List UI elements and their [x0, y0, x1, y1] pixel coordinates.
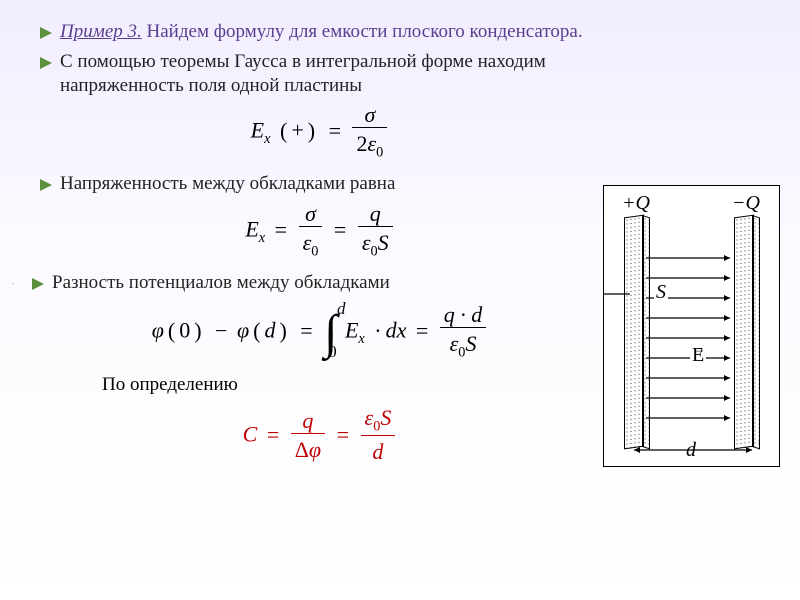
- label-field: →E: [690, 344, 706, 367]
- example-title: Пример 3.: [60, 21, 142, 42]
- bullet-1: Пример 3. Найдем формулу для емкости пло…: [40, 20, 600, 44]
- definition-text: По определению: [102, 374, 600, 396]
- tiny-dash: -: [12, 281, 28, 287]
- capacitor-figure: +Q −Q S: [603, 185, 780, 467]
- bullet-icon: [40, 57, 52, 69]
- label-distance: d: [686, 439, 696, 462]
- bullet-3-text: Напряженность между обкладками равна: [60, 172, 395, 196]
- label-area: S: [654, 281, 668, 304]
- bullet-2: С помощью теоремы Гаусса в интегральной …: [40, 50, 600, 98]
- bullet-4-text: Разность потенциалов между обкладками: [52, 271, 390, 295]
- bullet-icon: [32, 278, 44, 290]
- bullet-3: Напряженность между обкладками равна: [40, 172, 600, 196]
- bullet-1-text: Пример 3. Найдем формулу для емкости пло…: [60, 20, 583, 44]
- field-lines: [604, 186, 779, 466]
- bullet-4: - Разность потенциалов между обкладками: [12, 271, 600, 295]
- bullet-icon: [40, 179, 52, 191]
- bullet-icon: [40, 27, 52, 39]
- formula-potential-diff: φ(0) − φ(d) = ∫d0 Ex ·dx = q · d ε0S: [40, 303, 600, 362]
- example-rest: Найдем формулу для емкости плоского конд…: [142, 21, 583, 42]
- formula-capacitance: C = q Δφ = ε0S d: [40, 406, 600, 467]
- formula-field-between: Ex = σ ε0 = q ε0S: [40, 202, 600, 261]
- formula-field-one-plate: Ex (+) = σ 2ε0: [40, 103, 600, 162]
- bullet-2-text: С помощью теоремы Гаусса в интегральной …: [60, 50, 600, 98]
